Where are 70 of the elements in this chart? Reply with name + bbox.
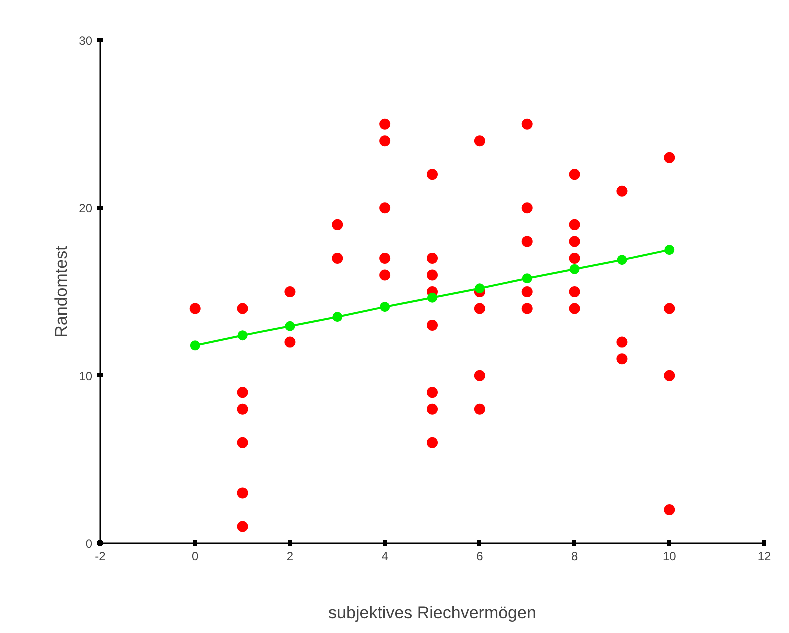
point bbox=[380, 302, 390, 312]
point bbox=[427, 404, 438, 415]
point bbox=[237, 387, 248, 398]
point bbox=[617, 255, 628, 266]
point bbox=[616, 186, 628, 197]
point bbox=[237, 488, 248, 499]
point bbox=[190, 340, 200, 351]
y-tick-label: 30 bbox=[79, 34, 93, 48]
point bbox=[427, 169, 438, 180]
point bbox=[284, 336, 296, 348]
point bbox=[522, 118, 533, 130]
point bbox=[569, 252, 580, 264]
point bbox=[380, 252, 391, 264]
point bbox=[427, 437, 438, 448]
x-tick-label: 4 bbox=[382, 550, 389, 564]
point bbox=[474, 136, 486, 147]
point bbox=[474, 303, 486, 314]
point bbox=[427, 270, 438, 281]
point bbox=[238, 330, 248, 341]
point bbox=[664, 245, 675, 256]
point bbox=[474, 404, 486, 415]
point bbox=[427, 320, 438, 332]
point bbox=[237, 521, 248, 532]
y-tick-label: 10 bbox=[79, 369, 93, 384]
point bbox=[380, 202, 391, 214]
x-tick-label: 8 bbox=[571, 550, 578, 564]
y-axis-title: Randomtest bbox=[52, 246, 72, 338]
x-tick-label: 10 bbox=[662, 550, 677, 564]
y-tick-label: 0 bbox=[86, 537, 93, 551]
point bbox=[427, 252, 438, 264]
point bbox=[616, 336, 628, 348]
point bbox=[284, 286, 296, 298]
x-tick-label: 6 bbox=[476, 550, 484, 564]
point bbox=[380, 136, 391, 147]
point bbox=[285, 321, 296, 332]
point bbox=[427, 387, 438, 398]
point bbox=[522, 236, 533, 248]
x-tick-label: 2 bbox=[286, 550, 294, 564]
point bbox=[522, 286, 533, 298]
point bbox=[522, 274, 532, 284]
x-tick-label: 0 bbox=[192, 550, 200, 564]
point bbox=[332, 219, 344, 230]
point bbox=[522, 303, 533, 314]
y-tick-label: 20 bbox=[79, 202, 93, 216]
point bbox=[380, 270, 391, 281]
point bbox=[474, 284, 485, 294]
x-tick-label: 12 bbox=[758, 550, 772, 564]
point bbox=[570, 264, 580, 274]
point bbox=[664, 303, 676, 314]
point bbox=[332, 252, 344, 264]
point bbox=[664, 370, 676, 382]
point bbox=[474, 370, 486, 382]
point bbox=[569, 286, 580, 298]
point bbox=[237, 303, 248, 314]
point bbox=[569, 219, 580, 230]
point bbox=[237, 404, 248, 415]
point bbox=[569, 303, 580, 314]
point bbox=[380, 118, 391, 130]
point bbox=[428, 292, 438, 303]
point bbox=[569, 236, 580, 248]
point bbox=[616, 354, 628, 365]
x-axis-title: subjektives Riechvermögen bbox=[328, 604, 536, 622]
point bbox=[664, 504, 676, 516]
point bbox=[237, 437, 248, 448]
point bbox=[190, 303, 201, 314]
x-tick-label: -2 bbox=[95, 550, 106, 564]
point bbox=[664, 152, 676, 164]
point bbox=[332, 312, 343, 322]
point bbox=[522, 202, 533, 214]
point bbox=[569, 169, 580, 180]
